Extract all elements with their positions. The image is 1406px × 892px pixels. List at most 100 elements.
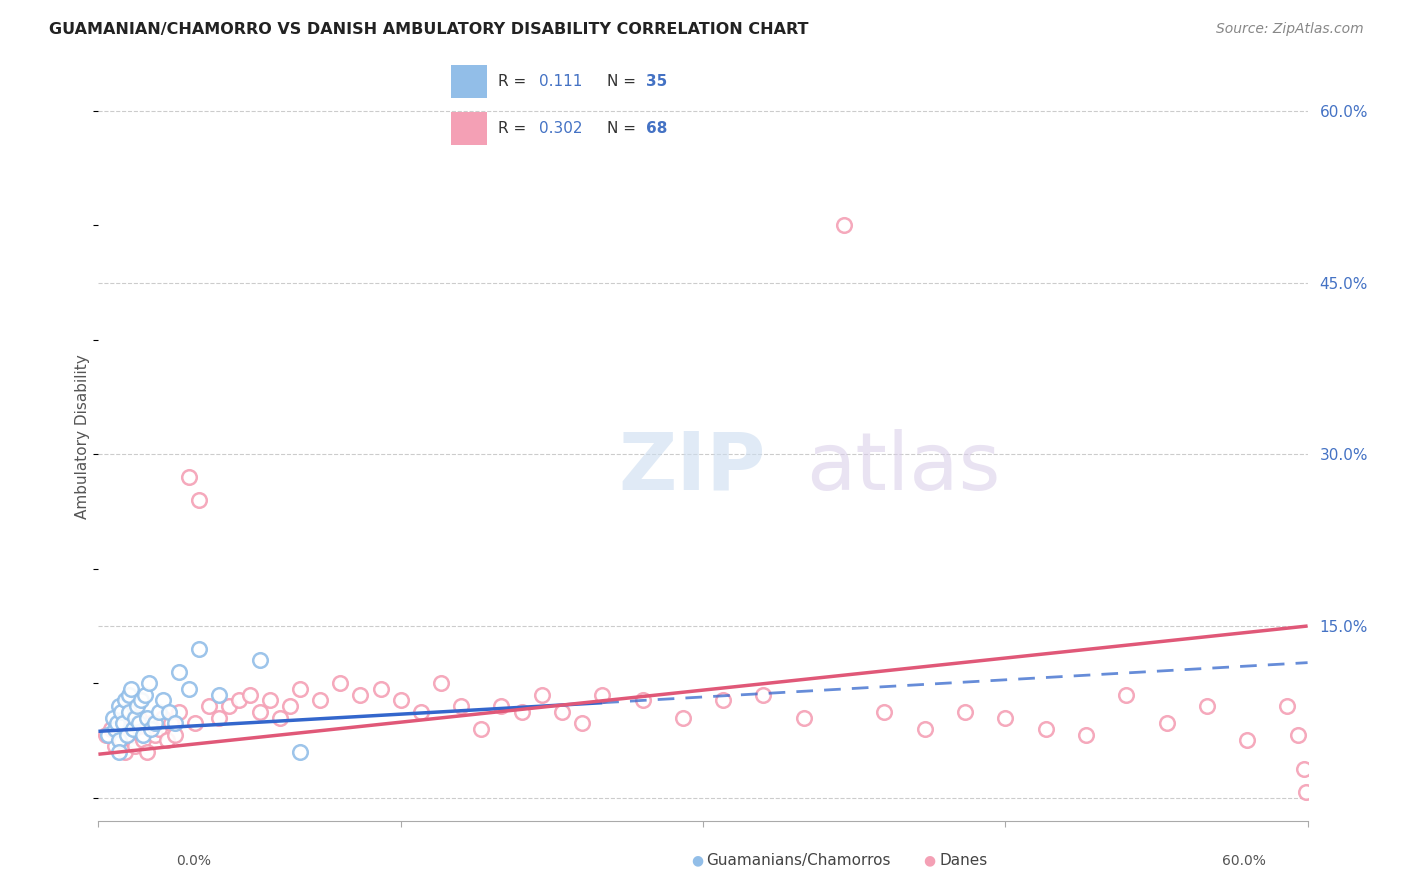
Point (118, 722, 141, 736)
Point (249, 705, 271, 719)
Point (188, 641, 211, 656)
Text: ●: ● (922, 854, 935, 868)
Text: 68: 68 (645, 121, 668, 136)
Point (994, 710, 1017, 724)
Point (110, 705, 132, 719)
Point (711, 693, 734, 707)
Point (107, 716, 129, 731)
Text: 60.0%: 60.0% (1222, 854, 1265, 868)
Point (121, 722, 143, 736)
Point (239, 688, 262, 702)
Point (218, 699, 240, 714)
Text: atlas: atlas (806, 429, 1000, 507)
Point (1156, 716, 1178, 731)
Point (114, 693, 136, 707)
Point (288, 745, 311, 759)
Point (450, 699, 472, 714)
Point (132, 733, 155, 747)
Point (167, 665, 190, 679)
Point (591, 688, 613, 702)
Point (571, 716, 593, 731)
Text: R =: R = (498, 121, 531, 136)
Text: GUAMANIAN/CHAMORRO VS DANISH AMBULATORY DISABILITY CORRELATION CHART: GUAMANIAN/CHAMORRO VS DANISH AMBULATORY … (49, 22, 808, 37)
Point (269, 710, 291, 724)
Point (179, 681, 201, 696)
Point (100, 722, 122, 736)
Point (110, 733, 132, 747)
Point (139, 716, 162, 731)
Point (752, 688, 775, 702)
Point (160, 716, 183, 731)
Point (491, 699, 513, 714)
Point (179, 470, 201, 484)
Point (208, 710, 231, 724)
Point (228, 693, 250, 707)
Point (1115, 688, 1137, 702)
Point (115, 728, 138, 742)
Point (114, 745, 136, 759)
Point (349, 688, 371, 702)
Point (288, 681, 311, 696)
Point (329, 676, 352, 690)
Point (551, 705, 574, 719)
Point (152, 710, 174, 724)
Point (188, 493, 211, 508)
Point (832, 219, 855, 233)
Point (111, 716, 134, 731)
Point (118, 705, 141, 719)
Point (873, 705, 896, 719)
Text: Danes: Danes (939, 854, 987, 868)
Point (157, 705, 180, 719)
Point (1277, 699, 1299, 714)
Bar (451, 112, 486, 145)
Point (1074, 728, 1097, 742)
Point (148, 705, 170, 719)
Point (953, 705, 976, 719)
Point (107, 699, 129, 714)
Text: R =: R = (498, 74, 531, 88)
Point (163, 716, 186, 731)
Bar (451, 65, 486, 97)
Point (1195, 699, 1218, 714)
Point (249, 653, 271, 667)
Point (1292, 762, 1315, 776)
Point (163, 728, 186, 742)
Point (118, 688, 141, 702)
Text: ●: ● (690, 854, 703, 868)
Point (96, 728, 118, 742)
Point (152, 693, 174, 707)
Point (530, 688, 553, 702)
Point (370, 681, 392, 696)
Point (143, 728, 166, 742)
Point (132, 728, 155, 742)
Point (97, 728, 120, 742)
Point (125, 699, 148, 714)
Point (103, 739, 125, 754)
Point (120, 728, 142, 742)
Point (470, 722, 492, 736)
Point (208, 688, 231, 702)
Point (309, 693, 332, 707)
Point (389, 693, 412, 707)
Point (139, 722, 162, 736)
Text: N =: N = (607, 121, 641, 136)
Point (135, 745, 157, 759)
Point (1295, 785, 1317, 799)
Y-axis label: Ambulatory Disability: Ambulatory Disability (75, 355, 90, 519)
Point (409, 705, 432, 719)
Point (1286, 728, 1309, 742)
Point (120, 681, 142, 696)
Point (793, 710, 815, 724)
Text: 0.111: 0.111 (538, 74, 582, 88)
Point (124, 710, 146, 724)
Point (631, 693, 654, 707)
Point (510, 705, 533, 719)
Point (143, 716, 166, 731)
Text: ZIP: ZIP (619, 429, 766, 507)
Text: 0.0%: 0.0% (176, 854, 211, 868)
Point (914, 722, 936, 736)
Point (128, 710, 150, 724)
Point (128, 716, 150, 731)
Point (101, 710, 124, 724)
Point (430, 676, 453, 690)
